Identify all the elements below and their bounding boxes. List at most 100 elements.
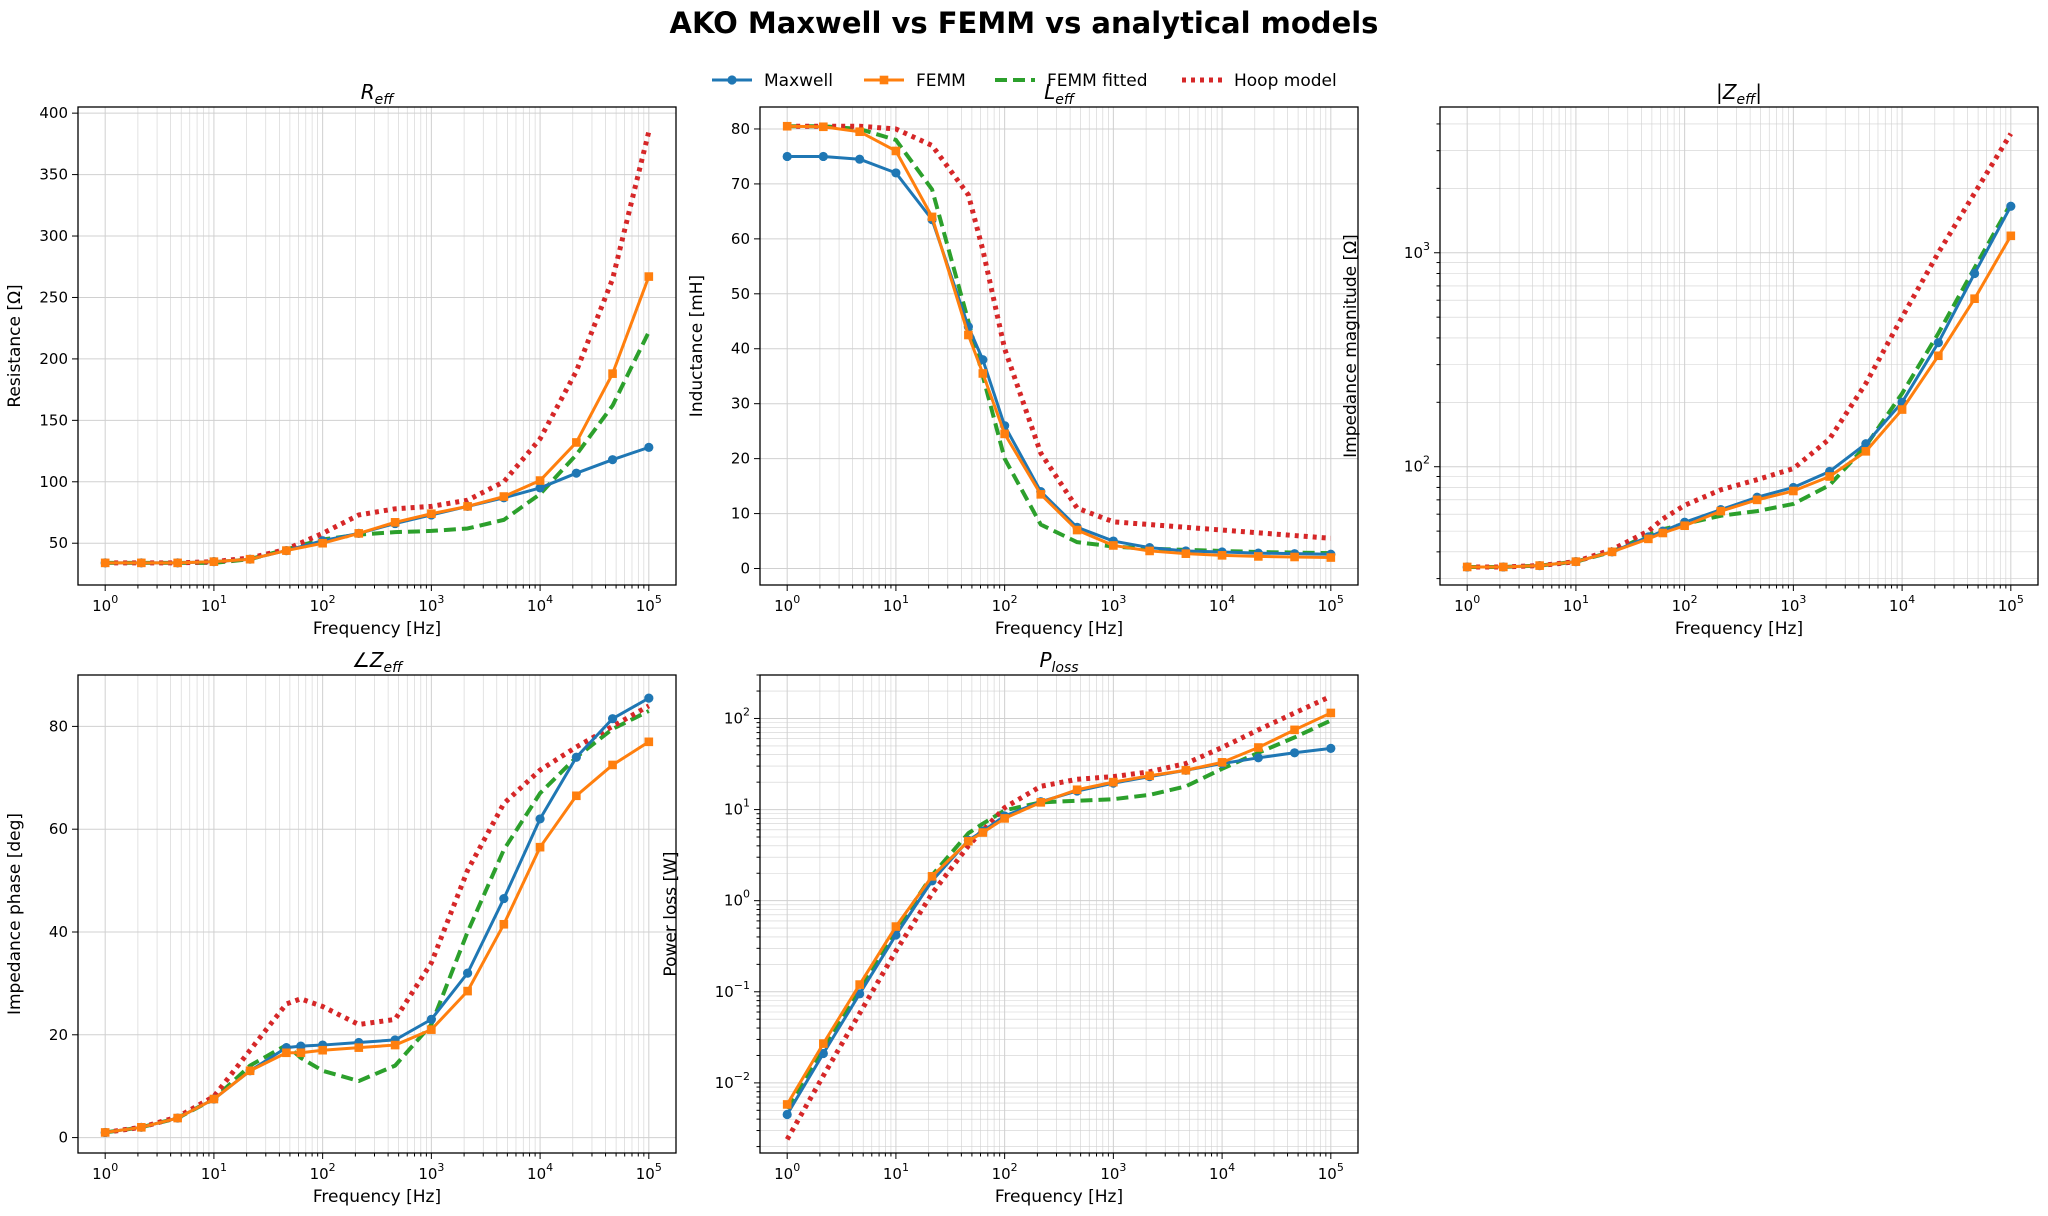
y-tick-label: 30 [731,395,750,413]
subplot-title: |Zeff| [1716,80,1762,108]
x-tick-label: 100 [92,593,118,615]
data-point-femm [318,1045,327,1055]
subplot-title: ∠Zeff [352,648,404,676]
series-line-hoop [104,703,651,1135]
data-point-maxwell [782,151,792,162]
series-femm [1462,231,2016,572]
y-tick-label: 20 [731,450,750,468]
x-axis-label: Frequency [Hz] [313,619,441,639]
series-femm [782,121,1336,562]
series-line-femm_fitted [785,718,1332,1110]
y-tick-label: 80 [49,717,68,735]
data-point-femm [1326,708,1336,718]
legend-label: Hoop model [1234,71,1337,91]
data-point-maxwell [1933,338,1943,348]
data-point-femm [499,492,509,501]
data-point-femm [1752,495,1762,505]
series-line-femm [105,276,651,565]
x-tick-label: 102 [1672,593,1698,615]
y-tick-label: 400 [39,104,68,122]
data-point-femm [1535,561,1544,570]
x-tick-label: 100 [1454,593,1480,615]
data-point-femm [1658,528,1668,538]
data-point-femm [1145,771,1154,781]
plot-area-ploss [782,694,1336,1141]
data-point-femm [855,127,864,137]
series-line-hoop [787,123,1332,541]
data-point-femm [535,842,545,852]
axes-frame-ploss [759,674,1359,1154]
data-point-maxwell [426,1014,436,1024]
grid-ploss [760,674,1358,1153]
data-point-femm [2006,231,2016,241]
data-point-femm [1181,765,1191,775]
y-tick-label: 60 [731,230,750,248]
y-axis-ploss: 10−2 10−1 100 101 102 [715,674,760,1148]
y-tick-label: 40 [731,340,750,358]
legend-label: FEMM [916,71,966,91]
data-point-maxwell [644,693,654,703]
data-point-femm [1072,785,1082,795]
x-tick-label: 102 [992,593,1018,615]
data-point-femm [978,369,988,378]
data-point-maxwell [1326,743,1336,753]
data-point-femm [1970,294,1979,303]
grid-l [760,107,1358,585]
y-tick-label: 50 [49,534,68,552]
data-point-maxwell [1861,439,1871,449]
x-tick-label: 105 [636,1161,662,1183]
data-point-femm [964,836,973,846]
data-point-maxwell [855,989,865,999]
axes-layer: 100 101 102 103 104 1055010015020025030035040… [5,80,2039,1207]
legend-item-hoop: Hoop model [1182,71,1337,91]
x-axis-r: 100 101 102 103 104 105 [92,585,662,615]
data-point-femm [1897,405,1907,414]
subplot-z: 100 101 102 103 104 105 102 103 Frequency [Hz] Im… [1341,80,2039,639]
data-point-femm [1181,549,1191,558]
x-tick-label: 102 [310,1161,336,1183]
x-tick-label: 104 [527,1161,553,1183]
data-point-femm [1254,743,1263,752]
data-point-femm [819,1039,828,1048]
data-point-femm [282,1048,291,1058]
y-tick-label: 60 [49,820,68,838]
series-line-hoop [785,694,1332,1141]
data-point-maxwell [644,442,654,452]
data-point-femm [1462,562,1472,572]
data-point-femm [318,538,327,548]
data-point-maxwell [462,968,473,978]
y-axis-phase: 0 20 40 60 80 [49,717,78,1147]
data-point-maxwell [571,752,581,762]
data-point-femm [1934,351,1943,361]
subplot-l: 100 101 102 103 104 105 0 10 20 30 40 50 60 70 80 Frequ… [687,80,1359,639]
data-point-femm [427,509,436,519]
x-tick-label: 105 [1998,593,2024,615]
y-tick-label: 100 [39,473,68,491]
y-axis-l: 0 10 20 30 40 50 60 70 80 [731,120,760,578]
x-tick-label: 104 [1889,593,1915,615]
data-point-maxwell [818,151,828,162]
x-axis-l: 100 101 102 103 104 105 [774,585,1344,615]
axes-frame-l [759,106,1359,586]
y-tick-label: 102 [724,705,750,727]
y-tick-label: 150 [39,411,68,429]
y-tick-label: 350 [39,166,68,184]
series-femm [100,272,654,568]
legend-item-maxwell: Maxwell [712,71,833,91]
axes-frame-z [1439,106,2039,586]
y-tick-label: 10−2 [715,1070,750,1092]
grid-z [1440,107,2038,585]
y-axis-label: Resistance [Ω] [5,284,25,407]
x-tick-label: 104 [1209,1161,1235,1183]
data-point-femm [100,558,110,568]
y-tick-label: 10−1 [715,979,750,1001]
y-tick-label: 102 [1404,454,1430,476]
y-axis-label: Power loss [W] [661,851,681,976]
data-point-femm [1217,758,1227,767]
data-point-femm [1644,534,1653,544]
subplot-r: 100 101 102 103 104 105 50 100 150 200 250 300 350 40… [5,80,677,639]
data-point-maxwell [891,168,901,178]
data-point-femm [891,146,901,156]
data-point-femm [782,121,792,131]
